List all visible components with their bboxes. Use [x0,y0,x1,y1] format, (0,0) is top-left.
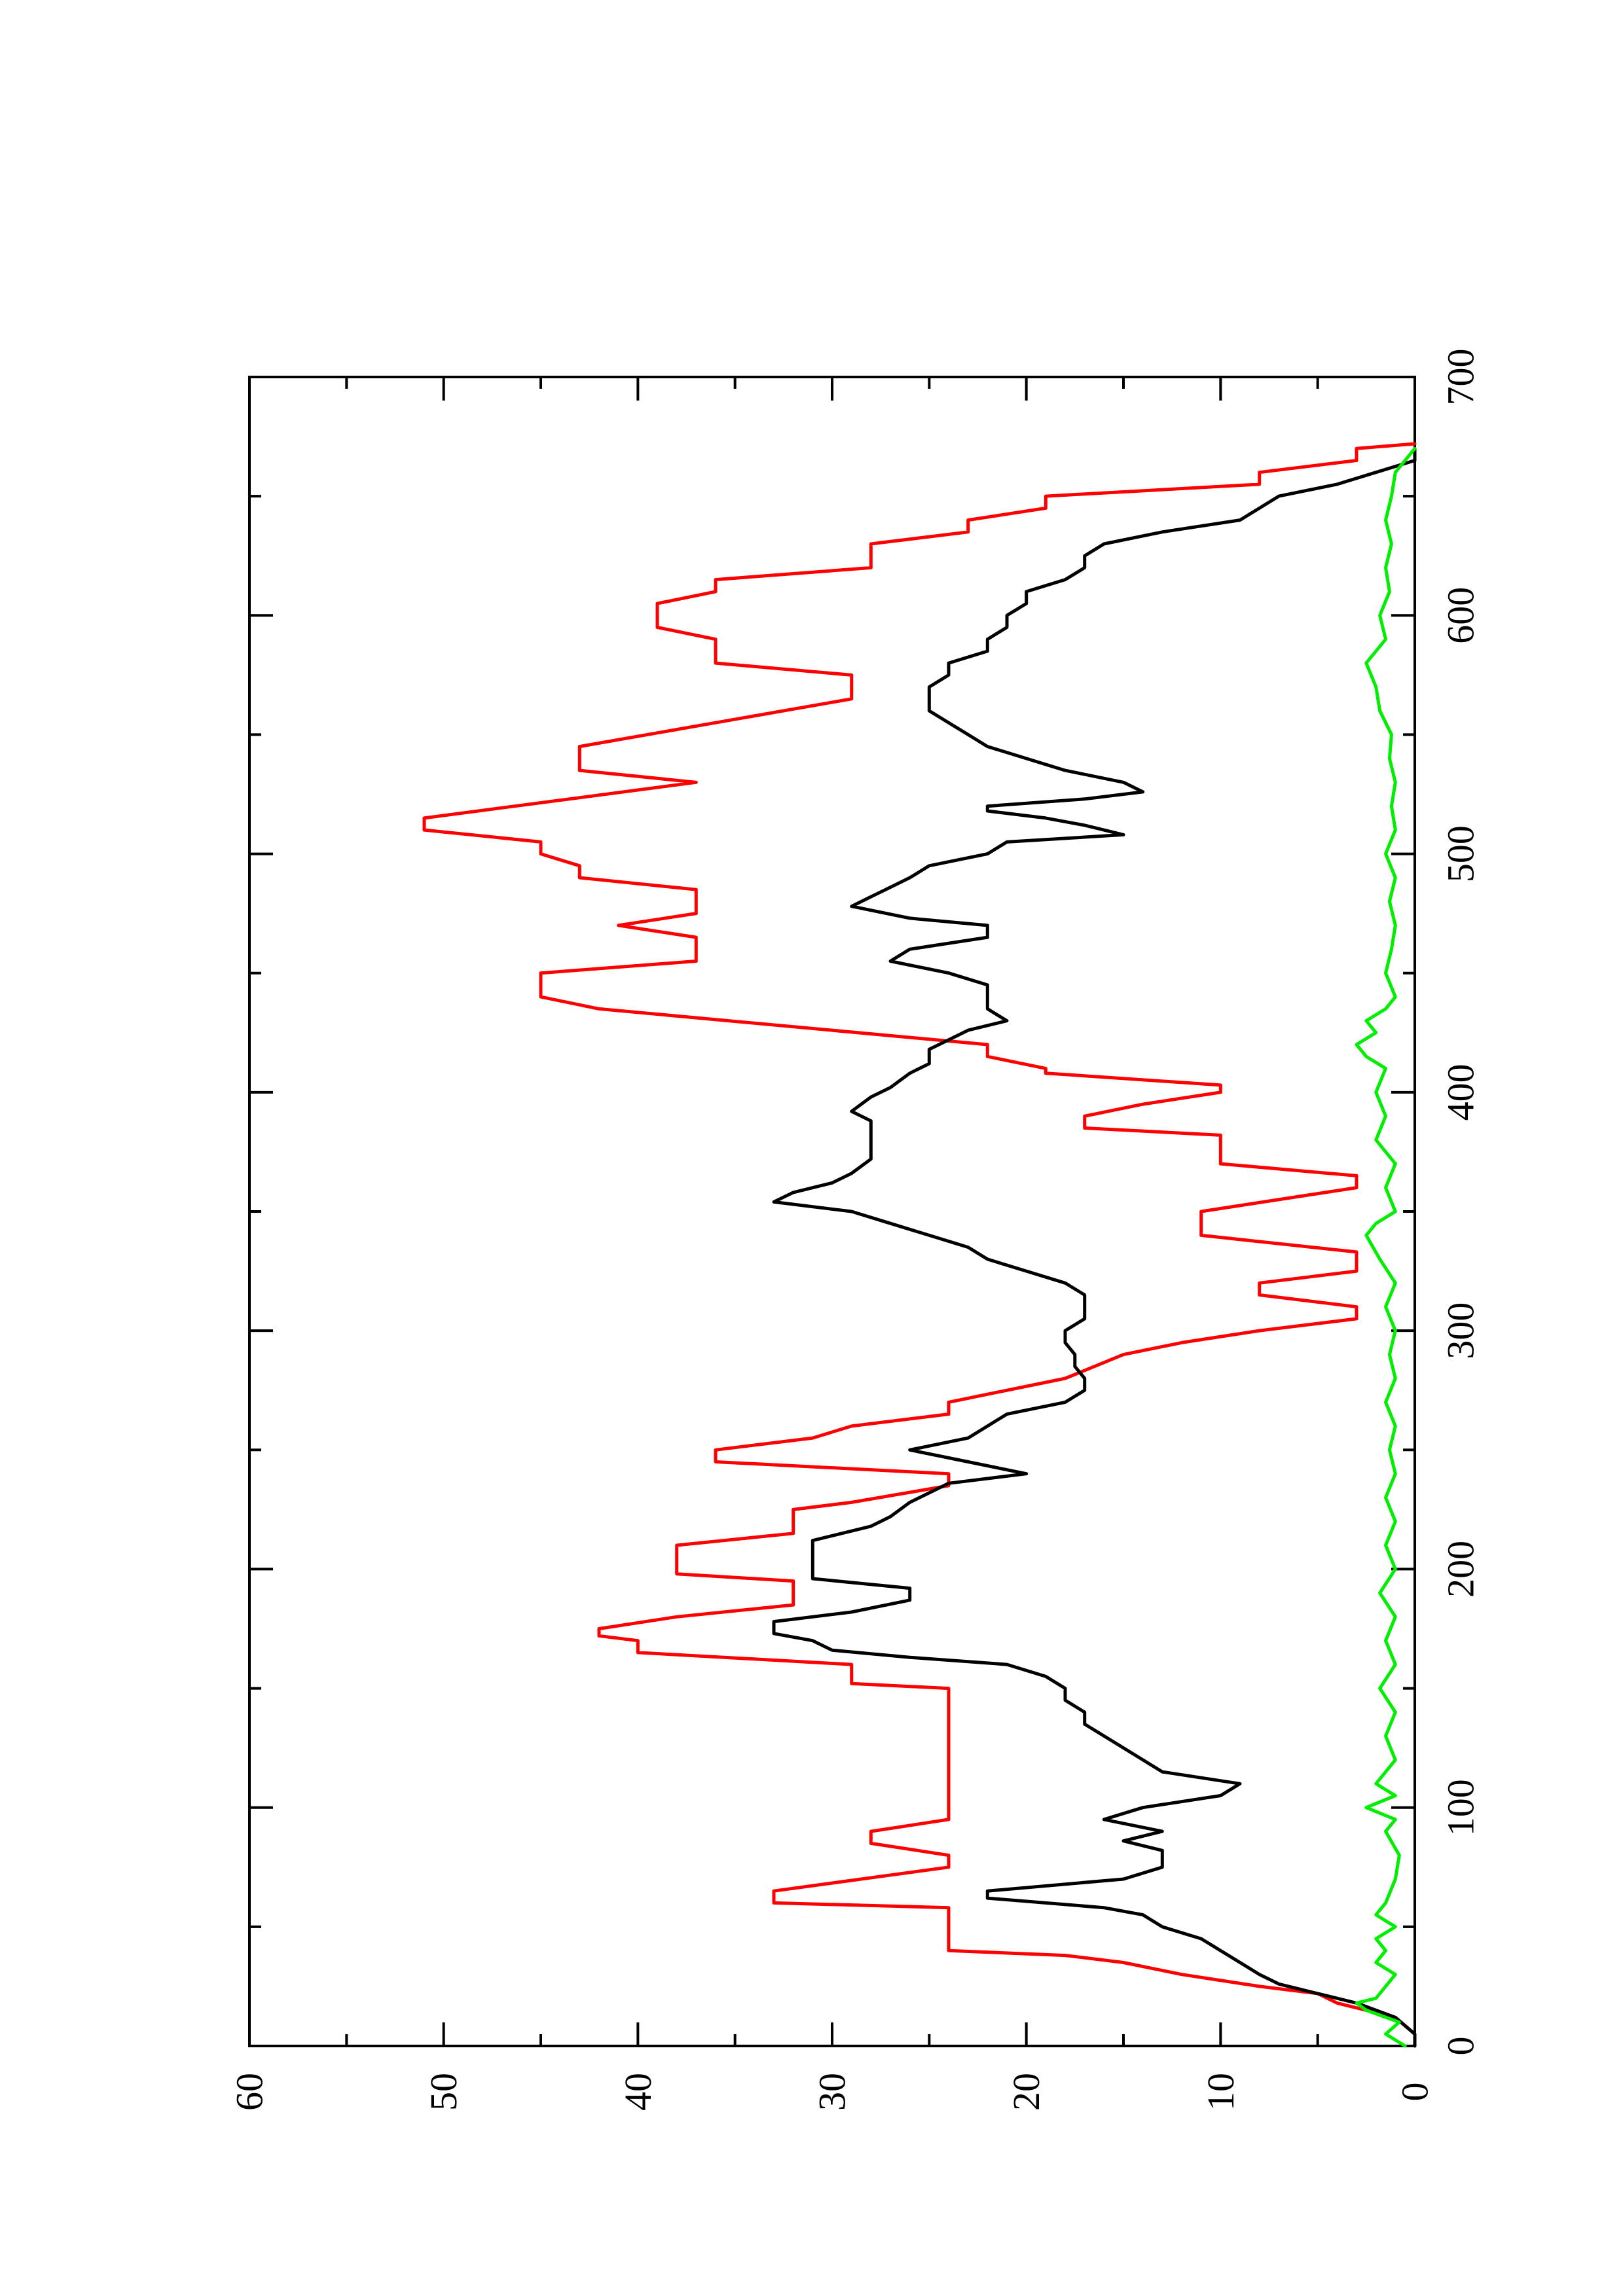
x-tick-label: 200 [1440,1541,1482,1598]
x-tick-label: 700 [1440,349,1482,406]
green-series-line [1355,446,1417,2048]
x-tick-label: 500 [1440,825,1482,882]
x-tick-label: 300 [1440,1302,1482,1359]
x-tick-label: 600 [1440,587,1482,644]
y-tick-label: 20 [1005,2073,1048,2111]
red-series-line [422,442,1417,2048]
y-tick-label: 10 [1199,2073,1242,2111]
y-tick-label: 50 [422,2073,465,2111]
tick-labels: 0 100 200 300 400 500 600 700 0 10 20 30 40 50 60 [228,349,1482,2111]
series-group [422,442,1417,2048]
x-tick-label: 100 [1440,1779,1482,1836]
black-series-line [772,446,1417,2048]
y-tick-label: 60 [228,2073,271,2111]
x-tick-label: 400 [1440,1064,1482,1121]
tick-marks [249,377,1415,2046]
x-tick-label: 0 [1440,2037,1482,2056]
y-tick-label: 0 [1394,2083,1436,2102]
y-tick-label: 30 [811,2073,854,2111]
plot-frame [248,376,1416,2047]
y-tick-label: 40 [617,2073,659,2111]
